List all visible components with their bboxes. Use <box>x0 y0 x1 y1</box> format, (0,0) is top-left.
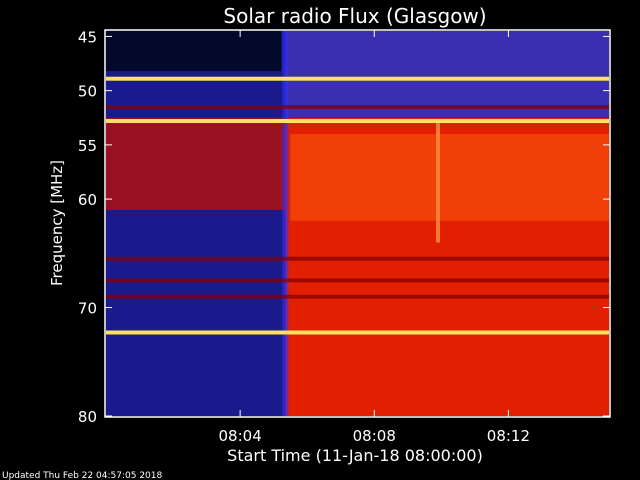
bright-band <box>106 76 609 81</box>
dark-band <box>106 294 609 299</box>
active-bright-region <box>290 134 609 221</box>
x-tick-label: 08:12 <box>487 427 530 445</box>
plot-area <box>106 31 609 417</box>
bright-band <box>106 330 609 335</box>
onset-edge <box>282 31 289 416</box>
chart-title: Solar radio Flux (Glasgow) <box>223 4 486 28</box>
upper-band-region <box>285 31 609 118</box>
x-axis: 08:04 08:08 08:12 <box>219 30 530 445</box>
y-tick-label: 80 <box>78 408 97 426</box>
x-tick-label: 08:04 <box>219 427 262 445</box>
quiet-dark-block <box>106 31 282 72</box>
dark-band <box>106 278 609 283</box>
vertical-feature <box>435 123 440 243</box>
dark-band <box>106 256 609 261</box>
y-tick-label: 45 <box>78 28 97 46</box>
x-tick-label: 08:08 <box>353 427 396 445</box>
plot-frame <box>104 29 611 418</box>
y-axis-label: Frequency [MHz] <box>48 160 66 286</box>
x-axis-label: Start Time (11-Jan-18 08:00:00) <box>227 446 483 465</box>
y-axis: 45 50 55 60 70 80 <box>78 28 610 426</box>
bright-band <box>106 119 609 124</box>
quiet-region <box>106 31 286 416</box>
y-tick-label: 70 <box>78 300 97 318</box>
quiet-red-band <box>106 117 286 210</box>
footer-updated-text: Updated Thu Feb 22 04:57:05 2018 <box>2 471 163 480</box>
y-tick-label: 60 <box>78 191 97 209</box>
dark-band <box>106 104 609 109</box>
y-tick-label: 50 <box>78 83 97 101</box>
y-tick-label: 55 <box>78 137 97 155</box>
